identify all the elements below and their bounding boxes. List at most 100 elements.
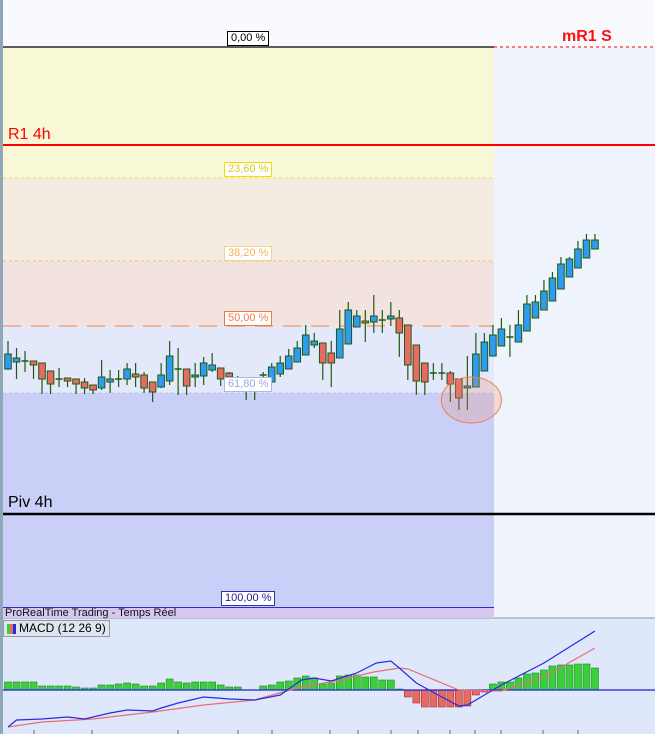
candle [199,357,208,385]
macd-color-icon [7,623,16,634]
candle [352,310,361,328]
candle-body [591,239,599,250]
macd-histogram-bar [540,669,548,691]
piv-4h-label: Piv 4h [8,494,53,511]
macd-histogram-bar [361,676,370,691]
candle-body [276,362,285,375]
candle [327,341,336,387]
macd-indicator-legend[interactable]: MACD (12 26 9) [3,620,110,637]
candle-body [421,362,429,383]
candle-body [89,384,97,391]
candle [531,295,540,319]
macd-histogram-bar [216,684,225,691]
candle [523,295,531,332]
candle [182,368,191,395]
candle [12,348,21,379]
candle [497,318,506,347]
macd-histogram-bar [378,679,387,691]
candle [489,325,497,357]
candle [318,342,327,380]
candle [293,341,302,363]
candle [131,363,140,387]
fib-zone-4 [3,393,494,607]
macd-histogram-bar [208,681,216,691]
macd-histogram-bar [327,682,336,691]
candle [395,310,404,357]
candle-body [182,368,191,387]
macd-histogram-bar [199,681,208,691]
candle [29,360,38,379]
macd-histogram-bar [352,674,361,691]
candle-body [412,344,421,382]
candle [591,234,599,250]
candle [55,368,63,387]
candle [284,349,293,370]
candle [344,302,353,345]
mr1-s-label: mR1 S [562,28,612,45]
macd-histogram-bar [165,678,174,691]
candle-body [514,324,523,343]
candle [174,348,182,395]
candle-body [63,377,72,382]
fib-50-label: 50,00 % [224,311,273,326]
candle-body [370,315,378,323]
candle [404,324,412,380]
candle [548,272,557,302]
candle-body [531,301,540,319]
candle [429,363,437,380]
fib-23-6-label: 23,60 % [224,162,273,177]
candle-body [318,342,327,364]
candle [72,378,80,394]
candle [472,333,480,388]
candle-body [344,309,353,345]
candle-body [574,248,582,269]
macd-histogram-bar [267,684,276,691]
macd-signal-line [7,647,596,728]
macd-histogram-bar [12,681,21,691]
candle [506,325,514,357]
candle-body [12,357,21,363]
candle [63,377,72,387]
macd-histogram-bar [565,664,574,691]
candle [370,295,378,333]
macd-histogram-bar [157,682,165,691]
macd-histogram-bar [548,665,557,691]
candle-body [480,341,489,372]
candle-body [327,352,336,364]
fib-zone-0 [3,47,494,178]
candle-body [497,328,506,347]
macd-label: MACD (12 26 9) [19,621,106,635]
candle-body [582,239,591,259]
candle [301,325,310,356]
candle [582,234,591,259]
macd-histogram-bar [582,663,591,691]
candle-body [29,360,38,366]
candle [514,310,523,343]
candle [310,333,319,348]
macd-histogram-bar [276,681,285,691]
fib-61-8-label: 61,80 % [224,377,273,392]
chart-title-bar: ProRealTime Trading - Temps Réel [3,607,494,619]
macd-line [7,630,596,728]
macd-histogram-bar [114,683,123,691]
candle-body [216,367,225,380]
macd-histogram-bar [21,681,29,691]
macd-histogram-bar [191,681,199,691]
candle-body [38,362,46,380]
candle-body [165,355,174,382]
candle [378,310,386,333]
candle [421,362,429,395]
candle [540,280,548,311]
candle [157,363,165,388]
candle [46,370,55,394]
macd-histogram-bar [404,689,412,698]
candle-body [157,374,165,388]
candle-body [489,334,497,357]
candle-body [80,381,89,389]
candle [123,363,131,385]
candle-body [395,317,404,334]
candle-body [46,370,55,385]
candle [361,310,370,342]
candle [335,310,344,359]
macd-histogram-bar [531,672,540,691]
